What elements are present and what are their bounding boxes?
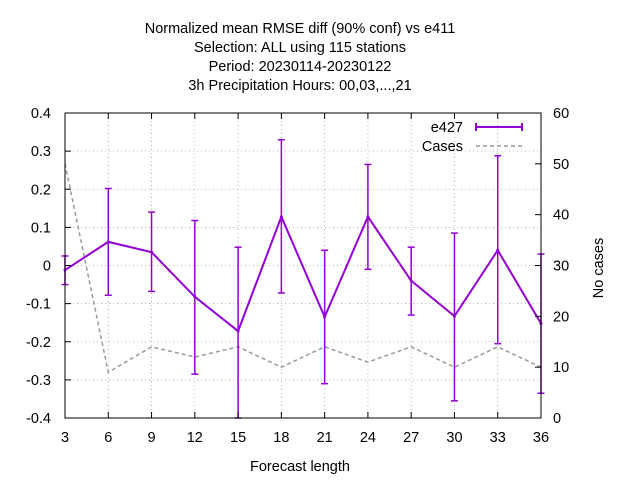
title-line-3: Period: 20230114-20230122 <box>209 59 392 75</box>
y2-tick-label: 10 <box>553 360 569 376</box>
series-line-cases <box>64 163 542 374</box>
legend: e427 Cases <box>422 120 523 155</box>
y-tick-label: 0.3 <box>31 144 51 160</box>
title-line-4: 3h Precipitation Hours: 00,03,...,21 <box>188 78 411 94</box>
y-tick-label: -0.1 <box>26 297 51 313</box>
data-point-e427 <box>106 240 110 244</box>
data-point-e427 <box>150 250 154 254</box>
data-point-e427 <box>452 314 456 318</box>
x-tick-label: 21 <box>317 430 333 446</box>
y-tick-label: -0.3 <box>26 373 51 389</box>
legend-label-e427: e427 <box>431 120 463 136</box>
x-tick-label: 18 <box>273 430 289 446</box>
x-tick-label: 15 <box>230 430 246 446</box>
y-tick-label: 0 <box>43 259 51 275</box>
y-tick-label: 0.2 <box>31 182 51 198</box>
axis-ticks: 3 6 9 12 15 18 21 24 27 30 33 360.40.30.20.10-0.1-0… <box>26 106 569 446</box>
title-line-2: Selection: ALL using 115 stations <box>194 40 406 56</box>
x-tick-label: 24 <box>360 430 376 446</box>
y-tick-label: -0.2 <box>26 335 51 351</box>
data-point-e427 <box>496 248 500 252</box>
y2-tick-label: 20 <box>553 309 569 325</box>
x-axis-label: Forecast length <box>250 459 350 475</box>
data-point-e427 <box>279 215 283 219</box>
x-tick-label: 3 <box>61 430 69 446</box>
x-tick-label: 33 <box>490 430 506 446</box>
x-tick-label: 12 <box>187 430 203 446</box>
data-point-e427 <box>366 215 370 219</box>
series-layer <box>61 138 545 419</box>
data-point-e427 <box>409 279 413 283</box>
series-line-e427 <box>64 214 542 333</box>
y2-tick-label: 0 <box>553 411 561 427</box>
data-point-e427 <box>193 295 197 299</box>
title-line-1: Normalized mean RMSE diff (90% conf) vs … <box>145 21 456 37</box>
x-tick-label: 27 <box>403 430 419 446</box>
y2-tick-label: 60 <box>553 106 569 122</box>
legend-label-cases: Cases <box>422 139 463 155</box>
x-tick-label: 36 <box>533 430 549 446</box>
y2-tick-label: 40 <box>553 208 569 224</box>
y-tick-label: -0.4 <box>26 411 51 427</box>
data-point-e427 <box>236 329 240 333</box>
x-tick-label: 9 <box>148 430 156 446</box>
y2-tick-label: 30 <box>553 259 569 275</box>
y2-axis-label: No cases <box>591 238 607 298</box>
chart-title: Normalized mean RMSE diff (90% conf) vs … <box>145 21 456 94</box>
x-tick-label: 6 <box>104 430 112 446</box>
y2-tick-label: 50 <box>553 157 569 173</box>
x-tick-label: 30 <box>446 430 462 446</box>
y-tick-label: 0.4 <box>31 106 51 122</box>
y-tick-label: 0.1 <box>31 220 51 236</box>
data-point-e427 <box>323 315 327 319</box>
